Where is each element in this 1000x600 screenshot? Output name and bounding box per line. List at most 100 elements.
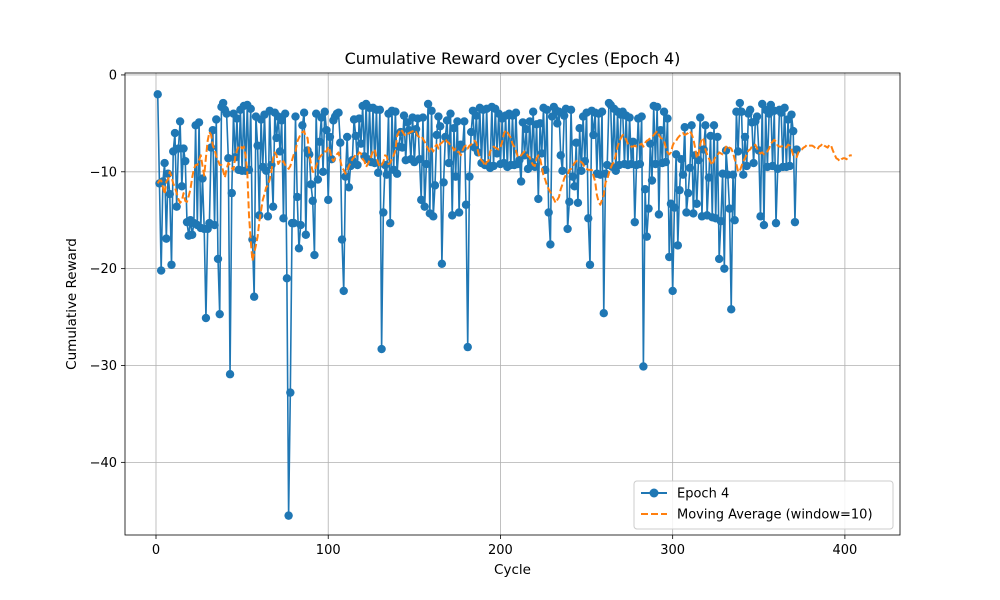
data-point — [727, 305, 736, 314]
data-point — [570, 182, 579, 191]
x-tick-label: 0 — [152, 543, 160, 558]
data-point — [461, 200, 471, 209]
data-point — [444, 158, 453, 168]
data-point — [422, 159, 431, 169]
x-tick-label: 200 — [488, 543, 513, 558]
data-point — [308, 196, 317, 206]
data-point — [584, 214, 593, 223]
data-point — [670, 203, 679, 212]
data-point — [442, 116, 452, 125]
data-point — [472, 111, 481, 120]
data-point — [391, 107, 400, 116]
data-point — [449, 124, 459, 133]
data-point — [745, 105, 755, 115]
data-point — [213, 254, 223, 264]
data-point — [246, 104, 255, 114]
data-point — [415, 155, 424, 164]
data-point — [652, 102, 662, 112]
data-point — [659, 107, 669, 116]
data-point — [721, 146, 731, 155]
data-point — [725, 204, 734, 213]
data-point — [325, 132, 335, 142]
data-point — [683, 188, 693, 198]
data-point — [689, 209, 698, 218]
data-point — [435, 122, 445, 131]
data-point — [704, 173, 714, 182]
data-point — [465, 172, 474, 181]
data-point — [780, 103, 789, 113]
data-point — [301, 230, 311, 239]
data-point — [637, 112, 646, 121]
data-point — [585, 260, 595, 269]
data-point — [466, 127, 476, 137]
data-point — [771, 218, 781, 228]
x-axis-label: Cycle — [494, 562, 531, 578]
data-point — [296, 220, 305, 230]
data-point — [639, 362, 648, 371]
data-point — [322, 125, 331, 135]
data-point — [430, 181, 440, 190]
data-point — [437, 259, 447, 269]
data-point — [448, 211, 457, 220]
data-point — [716, 216, 726, 226]
data-point — [625, 113, 634, 122]
data-point — [153, 90, 162, 99]
data-point — [249, 292, 259, 301]
series-line-moving-average — [156, 128, 852, 262]
data-point — [344, 183, 354, 192]
data-point — [263, 212, 273, 221]
data-point — [713, 132, 722, 142]
data-point — [701, 121, 710, 130]
data-point — [525, 117, 534, 126]
data-point — [294, 244, 304, 253]
plot-frame — [124, 72, 901, 536]
data-point — [162, 234, 171, 243]
data-point — [563, 224, 572, 234]
data-point — [740, 132, 750, 142]
chart-title: Cumulative Reward over Cycles (Epoch 4) — [345, 49, 681, 68]
data-point — [787, 110, 796, 119]
data-point — [334, 108, 343, 117]
data-point — [399, 111, 409, 120]
data-point — [694, 155, 703, 165]
data-point — [749, 158, 758, 168]
data-point — [516, 177, 526, 186]
data-point — [454, 208, 464, 217]
data-point — [630, 217, 639, 227]
data-point — [282, 274, 292, 283]
x-tick-label: 100 — [316, 543, 341, 558]
data-point — [212, 115, 221, 124]
data-point — [160, 158, 169, 168]
data-point — [356, 139, 366, 148]
data-point — [640, 185, 650, 194]
legend-label-epoch: Epoch 4 — [677, 487, 729, 502]
data-point — [187, 230, 197, 239]
data-point — [377, 344, 386, 354]
data-point — [418, 113, 428, 122]
x-tick-label: 400 — [832, 543, 857, 558]
data-point — [341, 172, 350, 181]
data-point — [528, 107, 538, 116]
data-point — [547, 112, 557, 121]
data-point — [310, 250, 319, 260]
data-point — [673, 241, 683, 250]
data-point — [742, 161, 751, 171]
data-point — [675, 185, 684, 195]
data-point — [568, 172, 577, 181]
data-point — [392, 169, 402, 178]
data-point — [355, 114, 364, 123]
data-point — [398, 143, 407, 152]
data-point — [272, 133, 281, 143]
data-point — [642, 232, 652, 241]
data-point — [546, 240, 555, 249]
data-point — [677, 155, 686, 164]
legend-marker-epoch — [649, 488, 659, 498]
x-tick-label: 300 — [660, 543, 685, 558]
ticks: 0 100 200 300 400 0 −10 −20 −30 −40 — [90, 68, 858, 558]
data-point — [463, 342, 472, 352]
data-point — [635, 159, 645, 169]
data-point — [280, 109, 290, 118]
data-point — [289, 218, 298, 228]
data-point — [790, 217, 800, 227]
